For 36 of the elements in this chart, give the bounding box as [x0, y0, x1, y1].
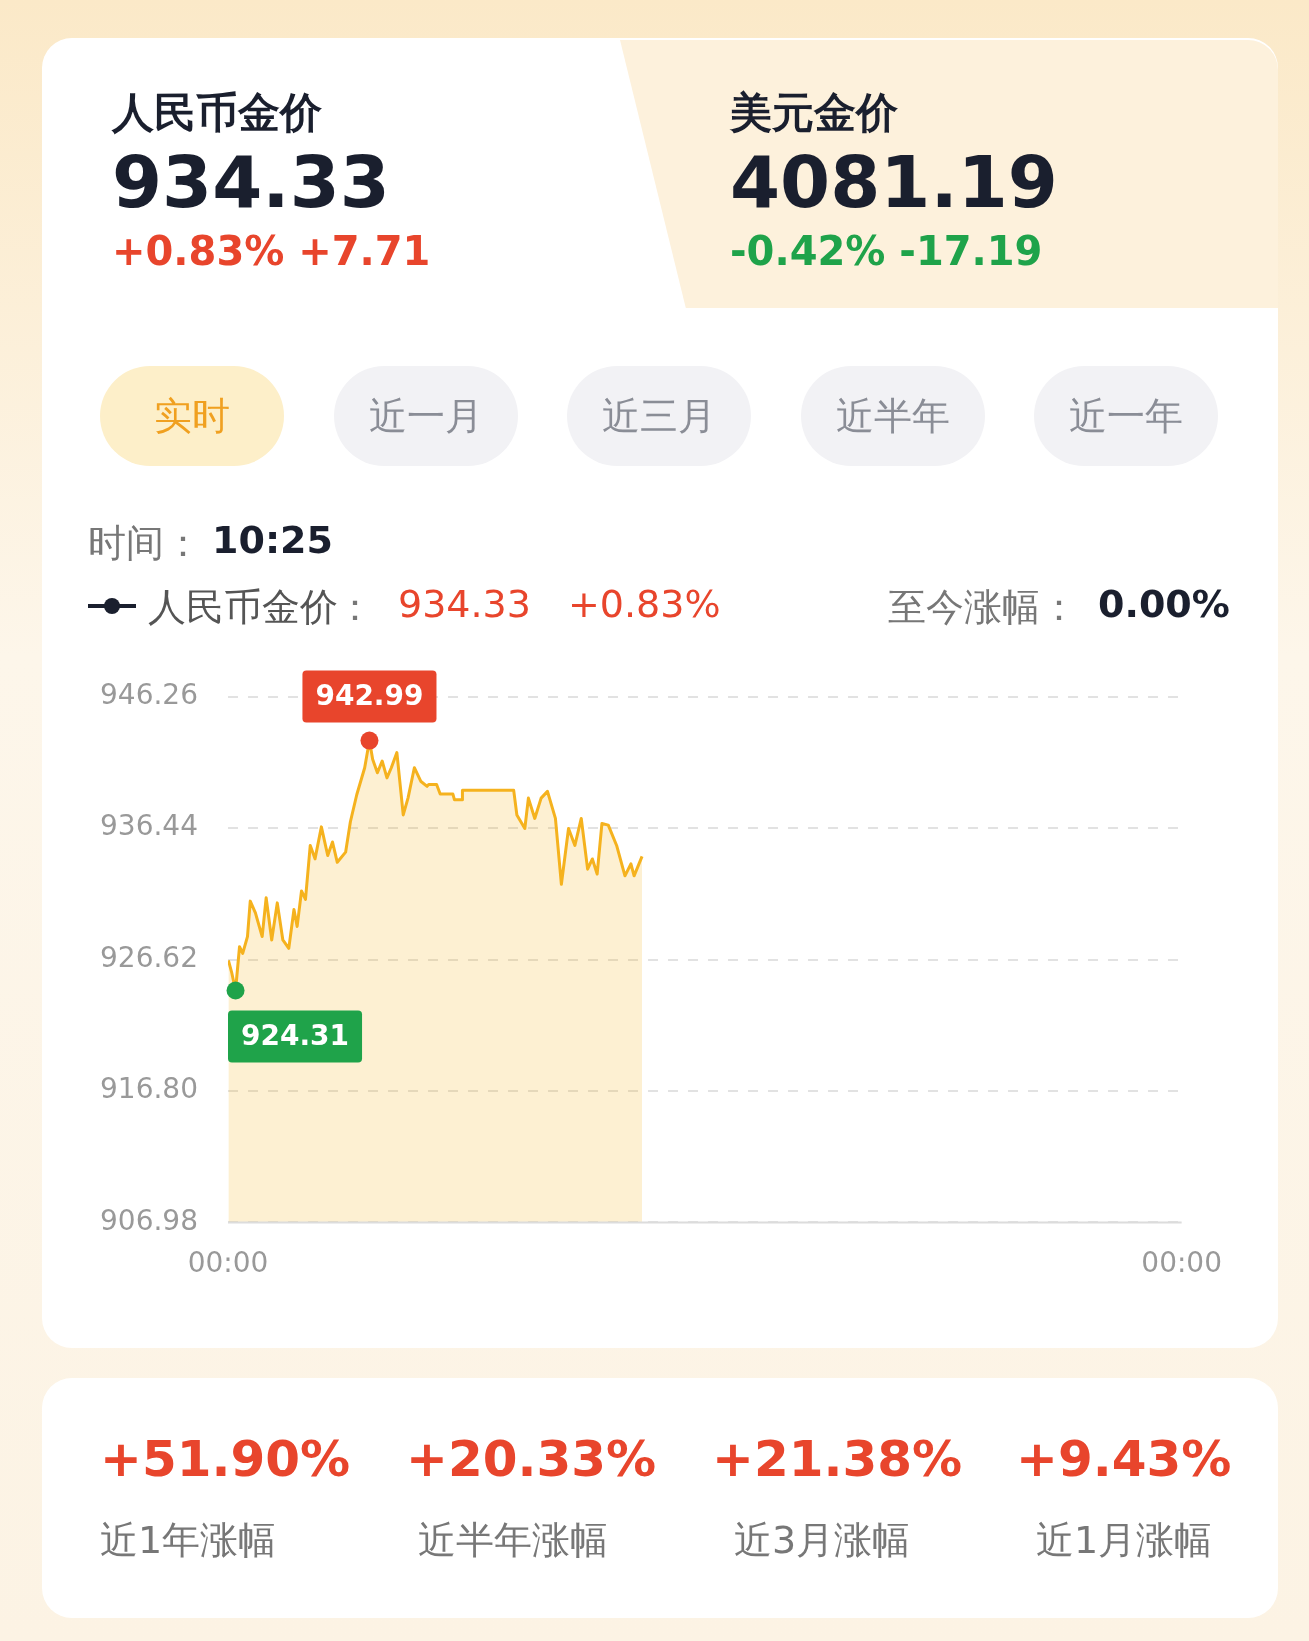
- text: 实时: [100, 366, 284, 466]
- text: 近三月: [567, 366, 751, 466]
- text: 934.33: [112, 140, 390, 224]
- text: +21.38%: [712, 1430, 963, 1488]
- y-tick-label: 946.26: [100, 678, 198, 712]
- x-tick-label: 00:00: [1141, 1246, 1223, 1280]
- text: 934.33: [398, 582, 531, 626]
- y-tick-label: 926.62: [100, 940, 198, 974]
- text: 近一年: [1034, 366, 1218, 466]
- text: +0.83%: [568, 582, 721, 626]
- y-tick-label: 916.80: [100, 1072, 198, 1106]
- text: 近1年涨幅: [100, 1517, 277, 1564]
- text: +20.33%: [406, 1430, 657, 1488]
- annotation: 942.99: [315, 678, 424, 712]
- text: 近一月: [334, 366, 518, 466]
- text: ：: [336, 584, 374, 631]
- text: 人民币金价: [148, 584, 338, 631]
- y-tick-label: 936.44: [100, 809, 198, 843]
- text: 人民币金价: [112, 87, 322, 139]
- text: 近1月涨幅: [1036, 1517, 1213, 1564]
- text: 4081.19: [730, 140, 1058, 224]
- x-tick-label: 00:00: [187, 1246, 269, 1280]
- text: 10:25: [212, 518, 333, 562]
- text: +0.83% +7.71: [112, 228, 431, 274]
- text: +51.90%: [100, 1430, 351, 1488]
- text: 近3月涨幅: [734, 1517, 911, 1564]
- text: 近半年涨幅: [418, 1517, 608, 1564]
- text: 0.00%: [1098, 582, 1230, 626]
- annotation: 924.31: [240, 1018, 350, 1052]
- text: 时间：: [88, 520, 202, 567]
- text: 至今涨幅：: [888, 584, 1078, 631]
- text: 美元金价: [730, 87, 898, 139]
- y-tick-label: 906.98: [100, 1203, 198, 1237]
- text: 近半年: [801, 366, 985, 466]
- text: +9.43%: [1016, 1430, 1232, 1488]
- text: -0.42% -17.19: [730, 228, 1043, 274]
